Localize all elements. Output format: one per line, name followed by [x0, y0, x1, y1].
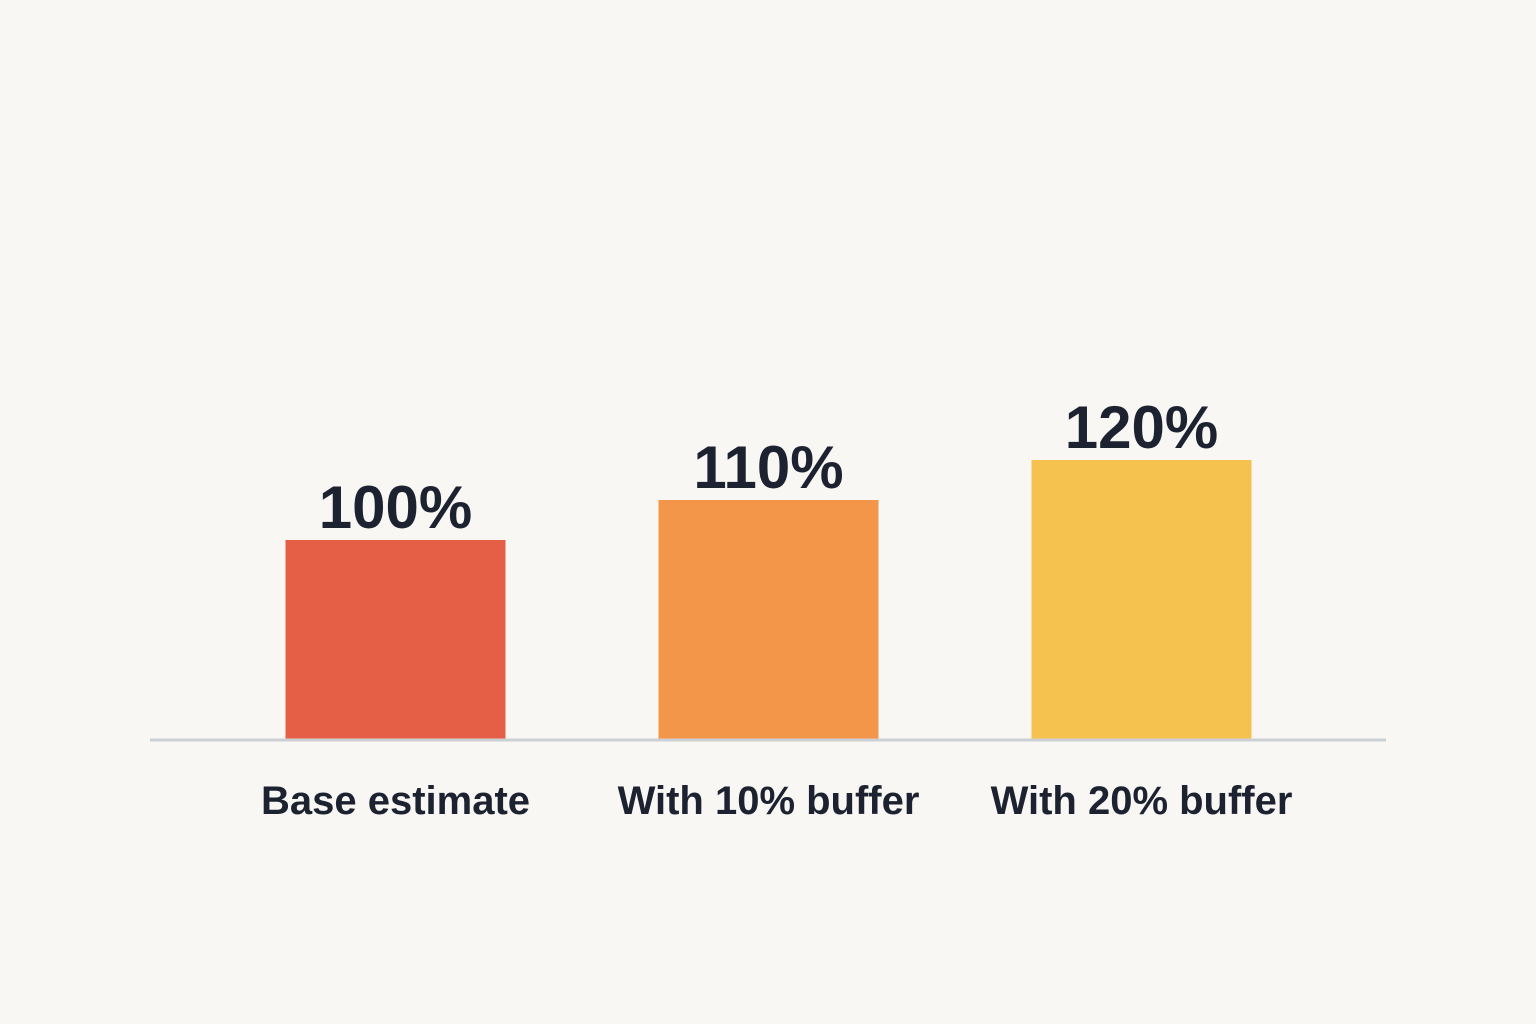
bar-value-label: 110%	[693, 434, 843, 501]
x-tick-label: With 20% buffer	[991, 779, 1293, 823]
category-labels-layer: Base estimate With 10% buffer With 20% buf…	[261, 779, 1292, 823]
bars-layer	[285, 460, 1252, 740]
x-tick-label: Base estimate	[261, 779, 530, 823]
x-tick-label: With 10% buffer	[618, 779, 920, 823]
bar	[1031, 460, 1252, 740]
bar-value-label: 100%	[319, 474, 472, 541]
bar-value-label: 120%	[1065, 394, 1218, 461]
value-labels-layer: 100% 110% 120%	[319, 394, 1218, 541]
bar	[285, 540, 506, 740]
bar	[658, 500, 879, 740]
